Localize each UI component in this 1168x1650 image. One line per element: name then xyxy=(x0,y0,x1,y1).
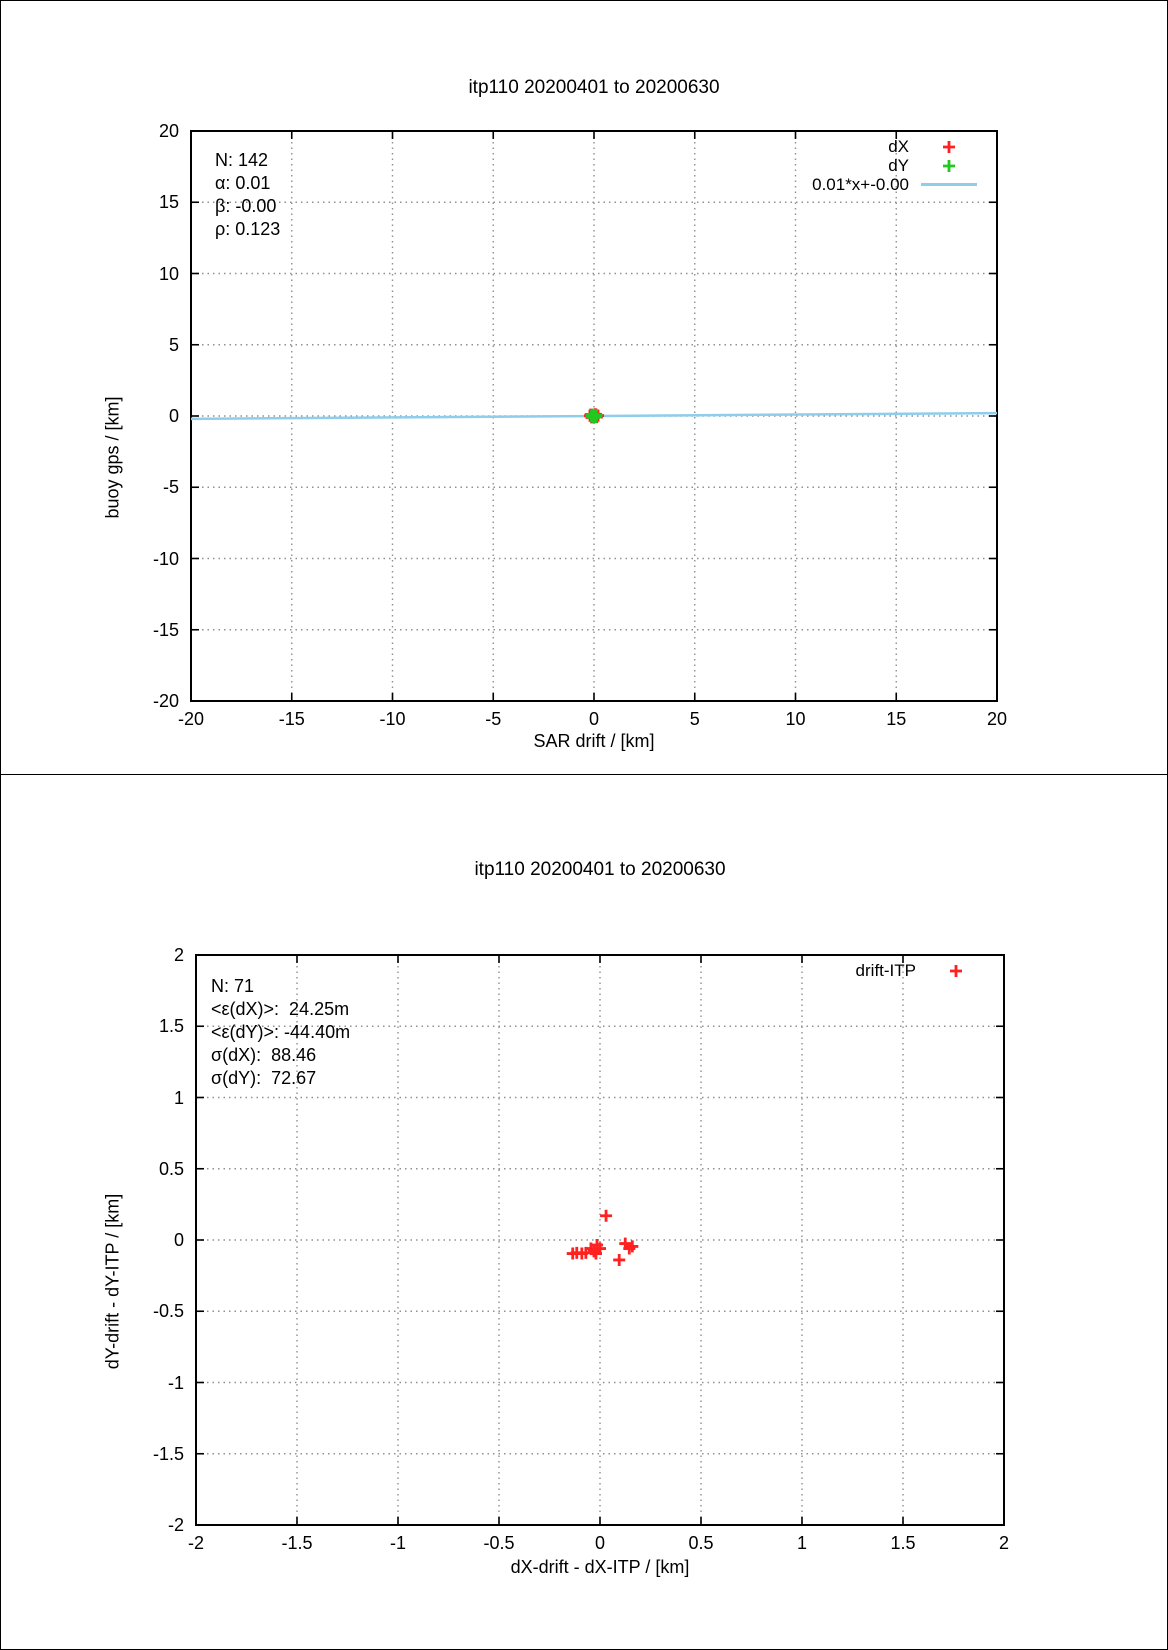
x-tick-label: 10 xyxy=(785,709,806,729)
legend-label: dX xyxy=(888,136,909,156)
x-tick-label: 1 xyxy=(796,1533,807,1553)
legend: drift-ITP xyxy=(856,961,986,980)
x-tick-label: 0.5 xyxy=(688,1533,714,1553)
legend-row: drift-ITP xyxy=(856,961,986,980)
x-tick-label: 15 xyxy=(886,709,907,729)
y-tick-label: 5 xyxy=(168,334,179,355)
x-tick-label: -10 xyxy=(379,709,406,729)
y-tick-label: -0.5 xyxy=(152,1301,184,1322)
bottom-chart-panel: itp110 20200401 to 20200630 dY-drift - d… xyxy=(0,774,1168,1650)
scatter-chart-drift-minus-itp: itp110 20200401 to 20200630 dY-drift - d… xyxy=(1,775,1167,1649)
x-tick-label: -20 xyxy=(177,709,204,729)
y-tick-label: 1.5 xyxy=(158,1016,184,1037)
stats-line: ρ: 0.123 xyxy=(215,219,281,239)
data-point xyxy=(594,1242,606,1255)
stats-line: N: 142 xyxy=(215,150,269,170)
x-tick-label: 0 xyxy=(588,709,599,729)
data-point xyxy=(613,1253,626,1266)
legend-plus-marker-icon xyxy=(919,138,979,156)
legend-row: dX xyxy=(812,137,979,156)
x-tick-label: 5 xyxy=(689,709,700,729)
y-tick-label: 15 xyxy=(158,192,179,213)
stats-line: <ε(dX)>: 24.25m xyxy=(211,999,350,1019)
plot-area xyxy=(195,954,1005,1526)
stats-annotation: N: 142 α: 0.01 β: -0.00 ρ: 0.123 xyxy=(215,149,280,241)
y-tick-label: -5 xyxy=(162,477,179,498)
y-tick-label: -1.5 xyxy=(152,1443,184,1464)
chart-title: itp110 20200401 to 20200630 xyxy=(474,859,726,880)
y-tick-label: 10 xyxy=(158,263,179,284)
legend-row: dY xyxy=(812,156,979,175)
legend-label: dY xyxy=(888,155,909,175)
plot-border xyxy=(190,130,998,702)
data-point xyxy=(585,410,598,423)
plot-border xyxy=(195,954,1005,1526)
top-chart-panel: itp110 20200401 to 20200630 buoy gps / [… xyxy=(0,0,1168,775)
stats-annotation: N: 71 <ε(dX)>: 24.25m <ε(dY)>: -44.40m σ(dX… xyxy=(211,975,350,1090)
y-tick-label: -2 xyxy=(167,1515,184,1535)
x-tick-label: -15 xyxy=(278,709,305,729)
stats-line: α: 0.01 xyxy=(215,173,271,193)
stats-line: β: -0.00 xyxy=(215,196,277,216)
stats-line: <ε(dY)>: -44.40m xyxy=(211,1022,351,1042)
data-point xyxy=(600,1209,613,1222)
legend-line-sample xyxy=(919,176,979,194)
legend-row: 0.01*x+-0.00 xyxy=(812,175,979,194)
y-tick-label: -10 xyxy=(152,548,179,569)
plot-area xyxy=(190,130,998,702)
y-tick-label: 1 xyxy=(173,1087,184,1108)
stats-line: N: 71 xyxy=(211,976,255,996)
y-tick-label: 20 xyxy=(158,121,179,141)
stats-line: σ(dY): 72.67 xyxy=(211,1068,317,1088)
y-tick-label: 0 xyxy=(173,1230,184,1250)
x-tick-label: 0 xyxy=(594,1533,605,1553)
y-tick-label: 2 xyxy=(173,945,184,965)
y-tick-label: -15 xyxy=(152,619,179,640)
x-tick-label: 20 xyxy=(986,709,1008,729)
x-tick-label: -0.5 xyxy=(483,1533,515,1553)
legend-label: 0.01*x+-0.00 xyxy=(812,174,909,194)
data-point xyxy=(626,1240,639,1253)
chart-title: itp110 20200401 to 20200630 xyxy=(468,77,720,98)
legend-label: drift-ITP xyxy=(855,960,916,980)
y-tick-label: -1 xyxy=(167,1372,184,1393)
data-point xyxy=(587,1245,600,1258)
legend-plus-marker-icon xyxy=(926,962,986,980)
y-tick-label: 0.5 xyxy=(158,1158,184,1179)
legend-plus-marker-icon xyxy=(919,157,979,175)
y-tick-label: 0 xyxy=(168,406,179,426)
x-tick-label: 2 xyxy=(998,1533,1009,1553)
stats-line: σ(dX): 88.46 xyxy=(211,1045,317,1065)
x-tick-label: -2 xyxy=(187,1533,204,1553)
x-tick-label: -1 xyxy=(389,1533,406,1553)
y-tick-label: -20 xyxy=(152,691,179,711)
x-axis-label: SAR drift / [km] xyxy=(533,731,655,751)
x-tick-label: 1.5 xyxy=(890,1533,916,1553)
legend: dX dY 0.01*x+-0.00 xyxy=(812,137,979,194)
x-tick-label: -1.5 xyxy=(281,1533,313,1553)
scatter-chart-sar-vs-gps: itp110 20200401 to 20200630 buoy gps / [… xyxy=(1,1,1167,774)
x-tick-label: -5 xyxy=(485,709,502,729)
x-axis-label: dX-drift - dX-ITP / [km] xyxy=(510,1557,690,1577)
